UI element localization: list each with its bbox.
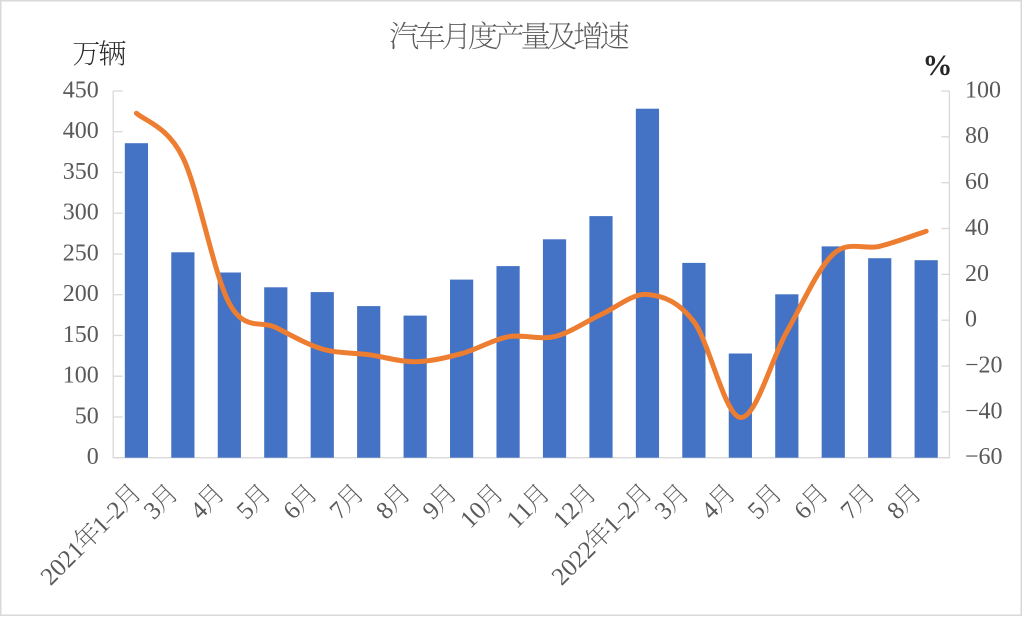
svg-text:40: 40 [965, 215, 989, 241]
svg-text:80: 80 [965, 123, 989, 149]
svg-text:100: 100 [965, 77, 1001, 103]
svg-text:−20: −20 [965, 352, 1003, 378]
svg-text:150: 150 [63, 322, 99, 348]
svg-text:350: 350 [63, 159, 99, 185]
svg-text:0: 0 [965, 307, 977, 333]
svg-text:250: 250 [63, 240, 99, 266]
svg-text:60: 60 [965, 169, 989, 195]
svg-text:50: 50 [75, 403, 99, 429]
svg-text:−40: −40 [965, 398, 1003, 424]
svg-text:300: 300 [63, 200, 99, 226]
svg-text:0: 0 [87, 444, 99, 470]
svg-text:100: 100 [63, 363, 99, 389]
svg-text:−60: −60 [965, 444, 1003, 470]
svg-text:400: 400 [63, 118, 99, 144]
svg-text:%: % [923, 49, 953, 82]
svg-text:450: 450 [63, 77, 99, 103]
svg-text:200: 200 [63, 281, 99, 307]
svg-text:20: 20 [965, 261, 989, 287]
